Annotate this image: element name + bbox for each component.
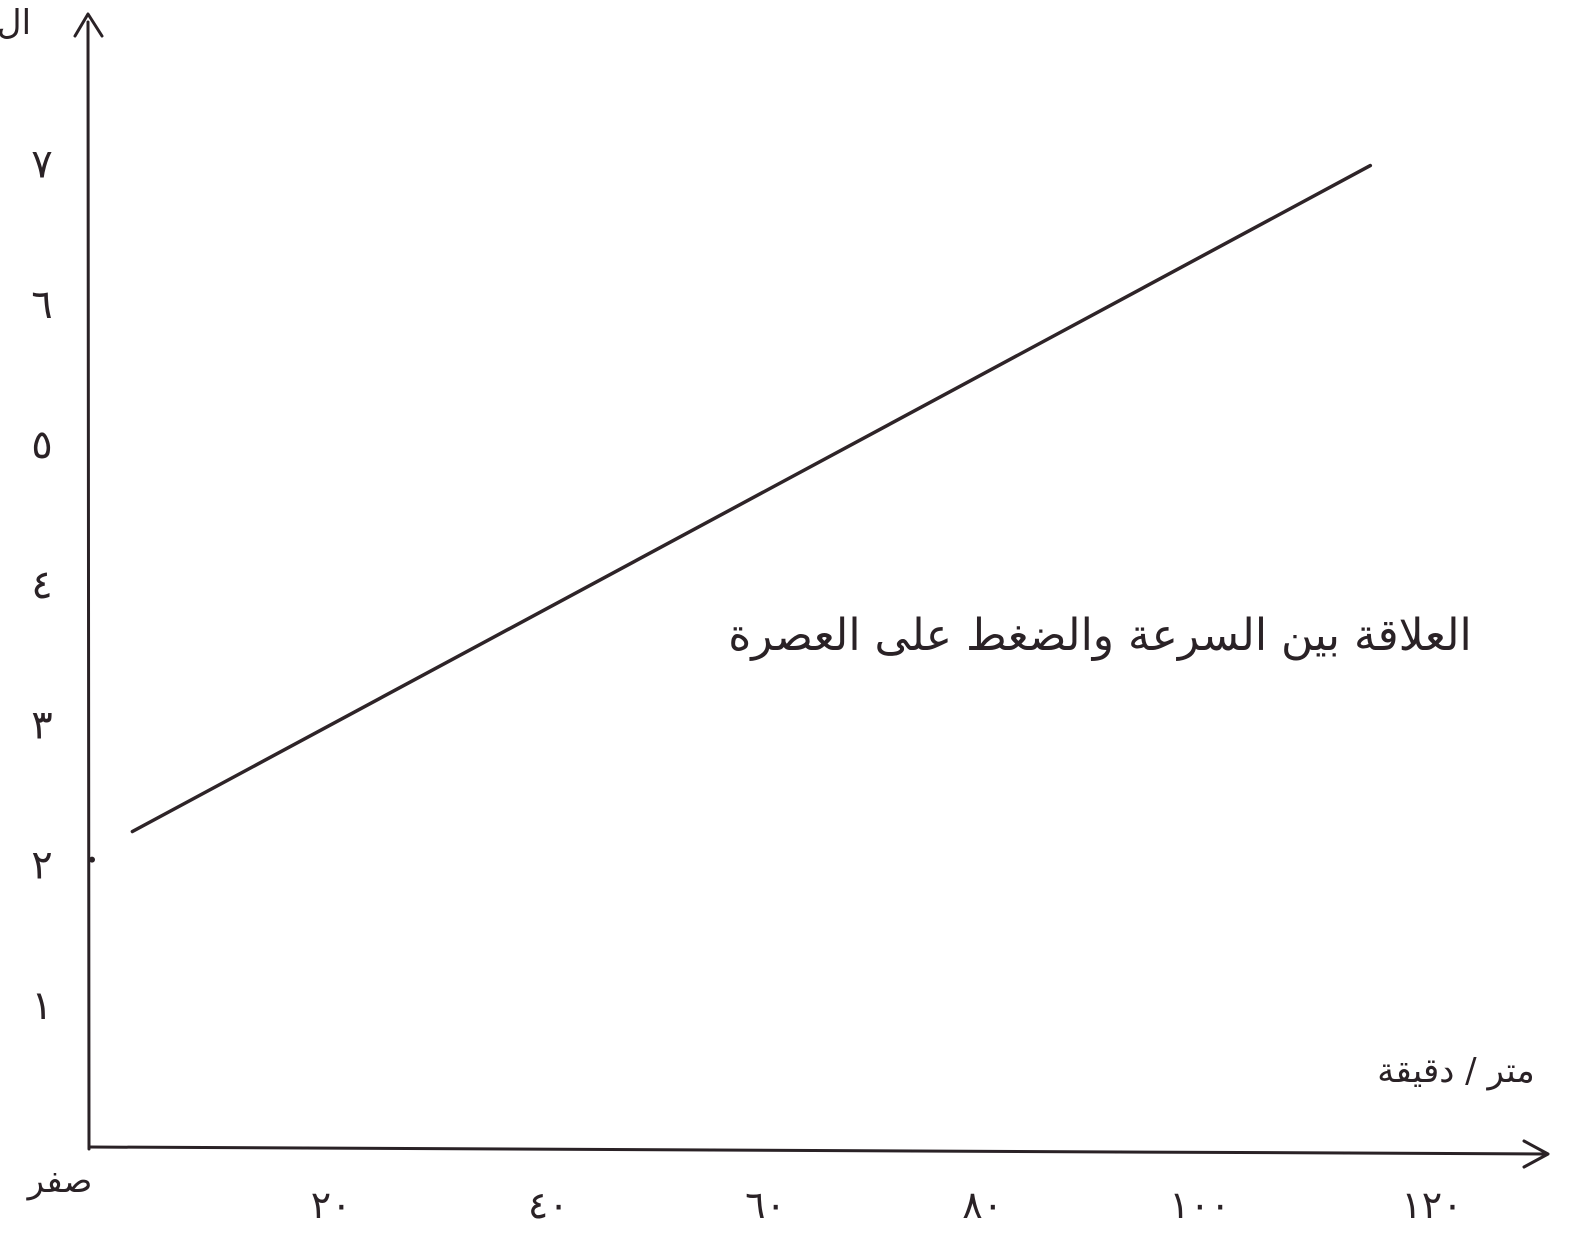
chart-annotation: العلاقة بين السرعة والضغط على العصرة [728, 610, 1472, 661]
y-tick-label: ٦ [31, 282, 52, 328]
y-axis-label: ال [0, 3, 31, 43]
x-axis-line [87, 1145, 1546, 1156]
y-axis-arrow [73, 12, 104, 38]
x-axis-label: متر / دقيقة [1377, 1051, 1534, 1091]
y-tick-label: ٤ [31, 562, 52, 608]
y-axis-dot [89, 856, 95, 863]
series-layer [130, 163, 1373, 834]
y-tick-label: ١ [31, 983, 52, 1029]
x-tick-label: ١٠٠ [1169, 1183, 1230, 1227]
y-tick-label: ٢ [31, 843, 52, 889]
series-line-0 [130, 163, 1373, 834]
y-tick-label: ٧ [31, 142, 52, 188]
y-axis-line [86, 20, 91, 1151]
axes [73, 12, 1550, 1169]
y-tick-label: ٣ [31, 702, 52, 748]
y-tick-label: ٥ [31, 422, 52, 468]
x-axis-arrow [1522, 1139, 1550, 1169]
x-tick-label: ٨٠ [962, 1183, 1003, 1227]
x-tick-label: ١٢٠ [1401, 1183, 1462, 1227]
x-tick-label: ٤٠ [528, 1183, 569, 1227]
origin-label: صفر [26, 1161, 93, 1201]
x-tick-label: ٢٠ [311, 1183, 352, 1227]
labels-layer: ١ ٢ ٣ ٤ ٥ ٦ ٧ ٢٠ ٤٠ ٦٠ ٨٠ ١٠٠ ١٢٠ صفر متر / دقيقة ال الع… [0, 3, 1535, 1227]
x-tick-label: ٦٠ [745, 1183, 786, 1227]
